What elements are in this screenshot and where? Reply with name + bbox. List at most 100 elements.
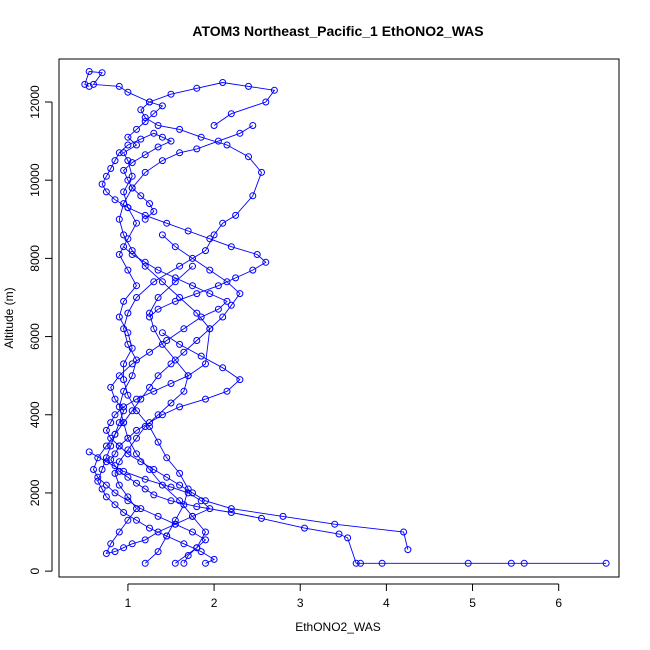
- data-point: [120, 188, 128, 196]
- data-point: [253, 251, 261, 258]
- data-point: [202, 395, 209, 403]
- data-point: [120, 360, 128, 368]
- data-point: [141, 114, 149, 122]
- data-point: [210, 555, 218, 563]
- data-point: [180, 540, 188, 548]
- data-point: [158, 278, 166, 286]
- data-point: [115, 528, 123, 536]
- data-point: [227, 301, 235, 309]
- data-point: [227, 505, 235, 513]
- data-point: [94, 473, 102, 481]
- data-point: [133, 282, 140, 290]
- data-point: [111, 196, 119, 204]
- data-point: [154, 143, 162, 151]
- data-point: [137, 192, 145, 200]
- data-point: [146, 348, 153, 356]
- data-point: [128, 172, 136, 180]
- data-point: [102, 493, 110, 501]
- data-point: [202, 497, 209, 505]
- data-point: [180, 559, 188, 567]
- data-point: [232, 274, 240, 282]
- data-point: [85, 68, 93, 75]
- data-point: [115, 215, 123, 223]
- data-point: [158, 133, 166, 141]
- data-point: [128, 247, 136, 255]
- data-point: [124, 235, 132, 243]
- data-point: [111, 450, 119, 458]
- data-point: [193, 84, 201, 92]
- data-point: [124, 176, 132, 184]
- data-point: [111, 501, 119, 509]
- x-tick-label: 5: [469, 596, 476, 610]
- data-point: [120, 419, 128, 427]
- data-point: [189, 254, 196, 262]
- data-point: [154, 305, 162, 313]
- data-point: [124, 204, 132, 212]
- data-point: [202, 360, 209, 368]
- data-point: [137, 458, 145, 466]
- data-point: [331, 520, 339, 528]
- data-point: [120, 243, 128, 251]
- data-point: [249, 266, 257, 274]
- data-point: [141, 485, 149, 493]
- data-point: [197, 548, 205, 556]
- data-point: [167, 497, 175, 505]
- data-point: [167, 399, 175, 407]
- data-point: [193, 544, 201, 552]
- data-point: [150, 129, 158, 137]
- data-point: [189, 282, 196, 290]
- data-point: [206, 266, 214, 274]
- data-point: [158, 231, 166, 239]
- y-axis: 0 2000 4000 6000 8000 10000 12000: [28, 85, 53, 574]
- data-point: [146, 419, 153, 427]
- data-point: [124, 157, 132, 165]
- data-point: [150, 278, 158, 286]
- data-point: [115, 419, 123, 427]
- data-point: [163, 454, 171, 462]
- data-point: [189, 528, 196, 536]
- flight-series: [115, 79, 278, 567]
- data-point: [133, 407, 140, 415]
- data-point: [176, 125, 184, 133]
- flight-series: [81, 68, 192, 567]
- data-point: [141, 118, 149, 126]
- data-point: [150, 208, 158, 215]
- data-point: [102, 481, 110, 489]
- data-point: [163, 532, 171, 540]
- data-point: [133, 125, 140, 133]
- data-point: [176, 481, 184, 489]
- data-point: [94, 454, 102, 462]
- data-point: [133, 356, 140, 364]
- data-point: [176, 403, 184, 411]
- data-point: [171, 520, 179, 528]
- data-point: [219, 219, 227, 227]
- data-point: [107, 442, 115, 450]
- data-point: [171, 297, 179, 305]
- data-point: [120, 231, 128, 239]
- x-axis-label: EthONO2_WAS: [295, 620, 381, 634]
- data-point: [128, 360, 136, 368]
- data-point: [107, 540, 115, 548]
- data-point: [158, 102, 166, 110]
- data-point: [102, 550, 110, 557]
- data-point: [120, 149, 128, 157]
- data-point: [90, 80, 97, 88]
- data-point: [124, 446, 132, 454]
- data-point: [115, 251, 123, 258]
- x-axis: 1 2 3 4 5 6: [125, 583, 562, 610]
- data-point: [120, 166, 128, 174]
- data-point: [176, 294, 184, 301]
- data-point: [102, 188, 110, 196]
- data-point: [158, 411, 166, 419]
- data-point: [202, 247, 209, 255]
- data-point: [115, 467, 123, 475]
- data-point: [111, 469, 119, 477]
- data-point: [378, 559, 386, 567]
- series-line: [93, 234, 241, 564]
- data-point: [167, 90, 175, 98]
- data-point: [189, 512, 196, 520]
- data-point: [158, 329, 166, 337]
- data-point: [141, 536, 149, 544]
- flight-series: [90, 231, 244, 567]
- data-point: [85, 448, 93, 456]
